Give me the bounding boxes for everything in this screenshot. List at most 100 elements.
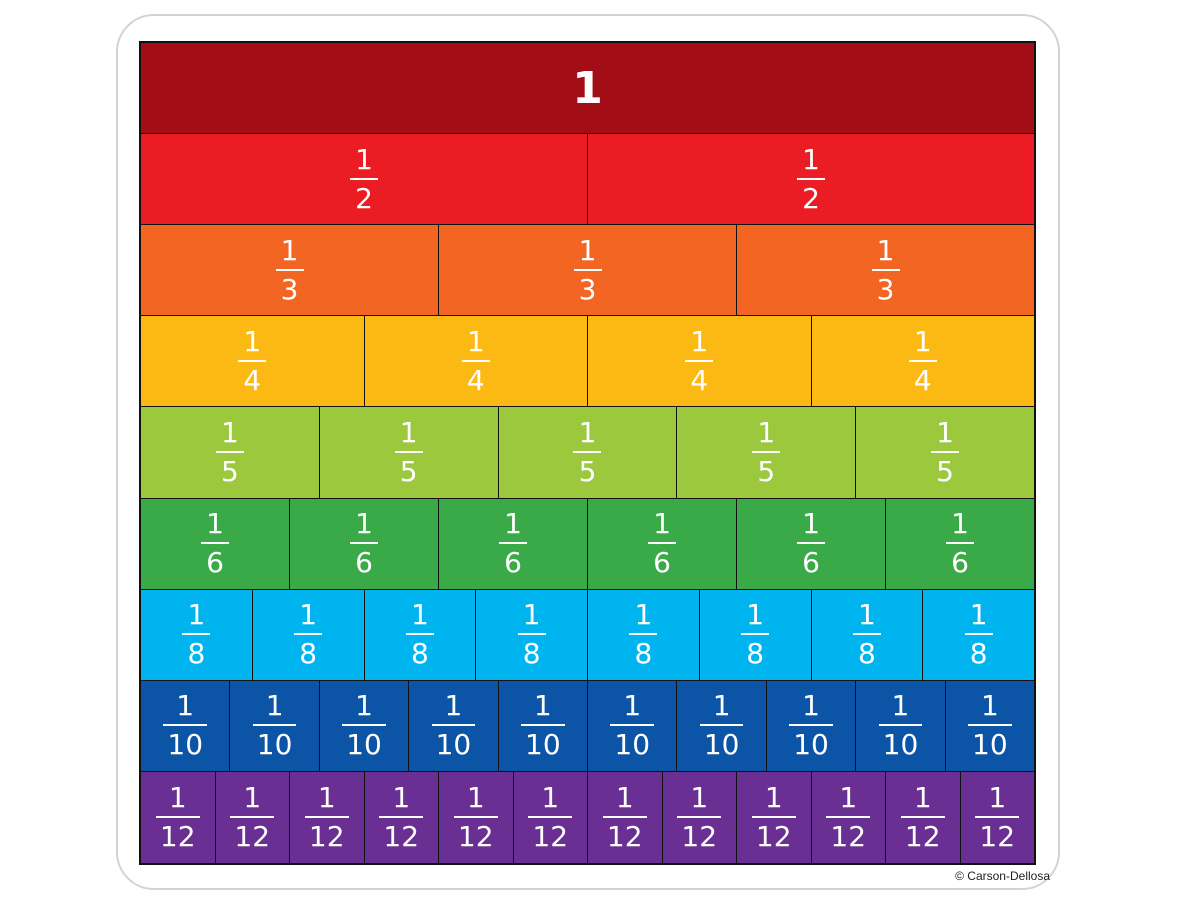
fraction-bar	[394, 450, 423, 453]
whole-label: 1	[572, 62, 603, 114]
fraction-numerator: 1	[444, 689, 463, 723]
fraction-denominator: 4	[466, 363, 485, 397]
fraction-bar	[648, 542, 676, 545]
fraction-denominator: 5	[578, 454, 597, 488]
fraction-denominator: 10	[972, 728, 1008, 762]
copyright-notice: © Carson-Dellosa	[955, 869, 1050, 883]
fraction-piece-1-12: 1 12	[364, 771, 439, 863]
fraction-bar	[431, 724, 476, 727]
fraction-denominator: 10	[793, 728, 829, 762]
fraction-label: 1 12	[453, 783, 498, 851]
fraction-numerator: 1	[876, 233, 895, 267]
fraction-denominator: 8	[522, 637, 541, 671]
fraction-numerator: 1	[951, 507, 969, 541]
fraction-denominator: 6	[951, 546, 969, 580]
fraction-numerator: 1	[355, 507, 373, 541]
fraction-numerator: 1	[355, 142, 373, 176]
fraction-piece-1-12: 1 12	[960, 771, 1034, 863]
fraction-denominator: 5	[399, 454, 418, 488]
fraction-denominator: 10	[167, 728, 204, 762]
fraction-numerator: 1	[355, 689, 373, 723]
fraction-piece-1-12: 1 12	[588, 771, 663, 863]
fraction-denominator: 10	[525, 728, 561, 762]
fraction-denominator: 12	[830, 819, 867, 853]
fraction-denominator: 6	[653, 546, 671, 580]
fraction-label: 1 12	[900, 783, 945, 851]
fraction-bar	[528, 815, 573, 818]
fraction-label: 1 10	[610, 692, 655, 759]
fraction-label: 1 10	[878, 689, 923, 762]
fraction-bar	[900, 815, 945, 818]
fraction-denominator: 6	[504, 546, 522, 580]
fraction-denominator: 5	[220, 454, 239, 488]
fraction-numerator: 1	[891, 689, 910, 723]
fraction-numerator: 1	[913, 324, 932, 358]
fraction-denominator: 12	[234, 819, 271, 853]
fraction-denominator: 8	[634, 637, 653, 671]
fraction-denominator: 10	[882, 728, 919, 762]
fraction-numerator: 1	[802, 142, 820, 176]
fraction-bar	[521, 724, 565, 727]
fraction-bar	[602, 815, 647, 818]
fraction-piece-1-10: 1 10	[230, 680, 320, 772]
fraction-numerator: 1	[615, 780, 634, 814]
fraction-bar	[238, 359, 267, 362]
fraction-bar	[155, 815, 200, 818]
fraction-bar	[294, 633, 323, 636]
fraction-denominator: 3	[280, 272, 299, 306]
fraction-denominator: 12	[383, 819, 420, 853]
fraction-numerator: 1	[757, 415, 776, 449]
fraction-bar	[826, 815, 871, 818]
fraction-denominator: 10	[346, 728, 382, 762]
fraction-bar	[405, 633, 434, 636]
fraction-denominator: 8	[969, 637, 988, 671]
fraction-bar	[964, 633, 993, 636]
fraction-bar	[573, 450, 602, 453]
fraction-denominator: 10	[256, 728, 293, 762]
fraction-piece-1-10: 1 10	[409, 680, 499, 772]
fraction-denominator: 12	[308, 819, 345, 853]
fraction-denominator: 4	[243, 363, 262, 397]
fraction-numerator: 1	[280, 233, 299, 267]
fraction-piece-1-10: 1 10	[319, 680, 410, 772]
fraction-bar	[342, 724, 386, 727]
fraction-piece-1-12: 1 12	[662, 771, 737, 863]
fraction-bar	[751, 815, 796, 818]
fraction-numerator: 1	[220, 415, 239, 449]
fraction-piece-1-10: 1 10	[588, 680, 678, 772]
fraction-numerator: 1	[746, 598, 765, 632]
fraction-bar	[350, 177, 378, 180]
fraction-bar	[931, 450, 960, 453]
fraction-label: 1 12	[155, 783, 200, 851]
fraction-label: 1 10	[699, 692, 744, 759]
fraction-numerator: 1	[578, 415, 597, 449]
fraction-numerator: 1	[176, 689, 195, 723]
fraction-numerator: 1	[578, 233, 597, 267]
fraction-numerator: 1	[839, 780, 858, 814]
fraction-row-1: 1	[141, 43, 1034, 135]
fraction-bar	[201, 542, 229, 545]
fraction-numerator: 1	[466, 324, 485, 358]
